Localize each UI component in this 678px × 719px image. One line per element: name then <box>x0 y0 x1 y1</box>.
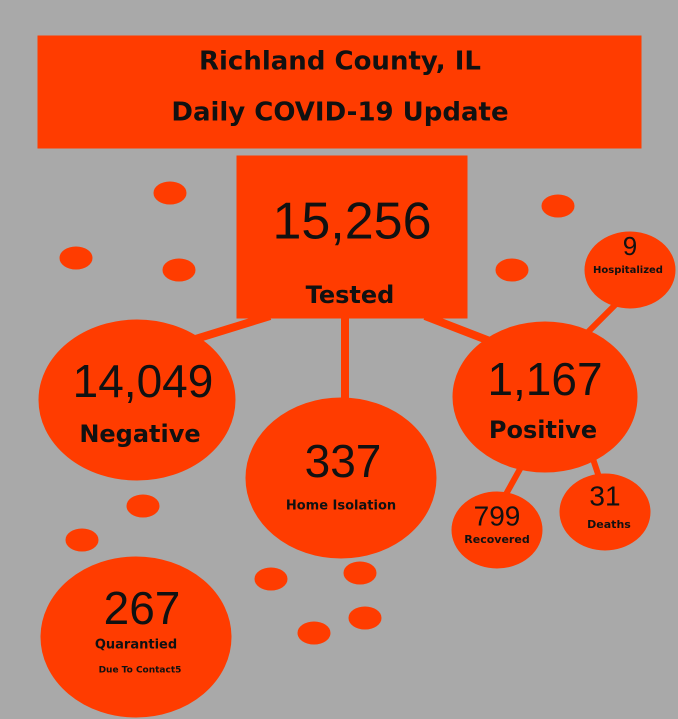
node-label: Recovered <box>464 533 529 546</box>
node-label: Tested <box>306 281 395 309</box>
decor <box>37 35 676 718</box>
dot <box>153 181 187 205</box>
dot <box>162 258 196 282</box>
negative-circle <box>38 319 236 481</box>
deaths-circle <box>559 473 651 551</box>
node-label: Hospitalized <box>593 265 663 276</box>
hospitalized-circle <box>584 231 676 309</box>
node-label: Positive <box>489 416 597 444</box>
node-value: 1,167 <box>487 353 602 405</box>
header-subtitle: Daily COVID-19 Update <box>171 98 508 128</box>
positive-circle <box>452 321 638 473</box>
node-label: Deaths <box>587 518 631 531</box>
tested-box <box>236 155 468 319</box>
header-title: Richland County, IL <box>199 47 481 77</box>
node-value: 267 <box>104 582 181 634</box>
dot <box>495 258 529 282</box>
node-label: Negative <box>79 420 200 448</box>
recovered-circle <box>451 491 543 569</box>
quarantined-circle <box>40 556 232 718</box>
node-value: 15,256 <box>272 193 431 251</box>
node-label: Home Isolation <box>286 499 396 514</box>
dot <box>348 606 382 630</box>
dot <box>254 567 288 591</box>
node-value: 31 <box>589 480 620 511</box>
dot <box>297 621 331 645</box>
dot <box>541 194 575 218</box>
node-sublabel: Due To Contact5 <box>99 666 182 676</box>
dot <box>126 494 160 518</box>
header-box <box>37 35 642 149</box>
node-label: Quarantied <box>95 638 177 653</box>
node-value: 14,049 <box>73 355 214 407</box>
dot <box>65 528 99 552</box>
node-value: 337 <box>305 435 382 487</box>
dot <box>59 246 93 270</box>
node-value: 9 <box>623 231 637 261</box>
dot <box>343 561 377 585</box>
node-value: 799 <box>474 500 521 531</box>
isolation-circle <box>245 397 437 559</box>
